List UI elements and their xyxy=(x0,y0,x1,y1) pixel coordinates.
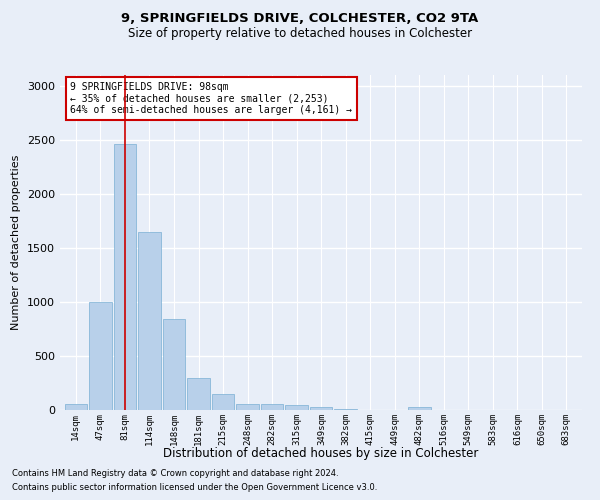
Bar xyxy=(114,144,136,410)
Y-axis label: Number of detached properties: Number of detached properties xyxy=(11,155,22,330)
Bar xyxy=(310,408,332,410)
Text: Contains public sector information licensed under the Open Government Licence v3: Contains public sector information licen… xyxy=(12,484,377,492)
Bar xyxy=(408,407,431,410)
Bar xyxy=(261,404,283,410)
Bar xyxy=(138,232,161,410)
Bar xyxy=(89,302,112,410)
Bar xyxy=(163,319,185,410)
Text: 9 SPRINGFIELDS DRIVE: 98sqm
← 35% of detached houses are smaller (2,253)
64% of : 9 SPRINGFIELDS DRIVE: 98sqm ← 35% of det… xyxy=(70,82,352,115)
Bar xyxy=(286,404,308,410)
Text: Contains HM Land Registry data © Crown copyright and database right 2024.: Contains HM Land Registry data © Crown c… xyxy=(12,468,338,477)
Bar xyxy=(212,394,234,410)
Bar xyxy=(236,404,259,410)
Text: 9, SPRINGFIELDS DRIVE, COLCHESTER, CO2 9TA: 9, SPRINGFIELDS DRIVE, COLCHESTER, CO2 9… xyxy=(121,12,479,26)
Bar xyxy=(187,378,210,410)
Text: Distribution of detached houses by size in Colchester: Distribution of detached houses by size … xyxy=(163,448,479,460)
Bar xyxy=(65,404,87,410)
Text: Size of property relative to detached houses in Colchester: Size of property relative to detached ho… xyxy=(128,28,472,40)
